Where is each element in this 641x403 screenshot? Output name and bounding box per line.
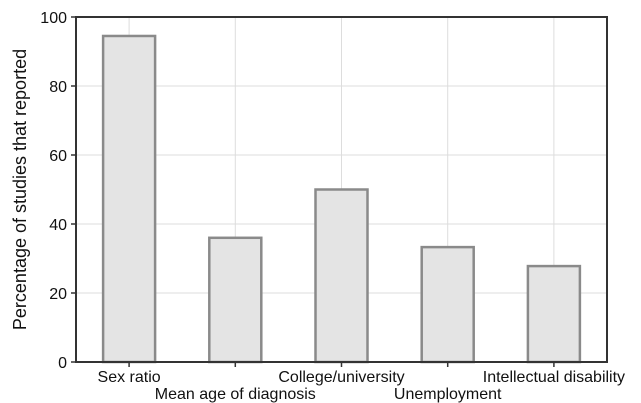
y-axis-ticks: 0 20 40 60 80 100 xyxy=(40,10,76,372)
y-tick-label: 80 xyxy=(49,79,67,96)
x-tick-label: Mean age of diagnosis xyxy=(155,386,316,403)
x-tick-label: Unemployment xyxy=(394,386,502,403)
y-tick-label: 0 xyxy=(58,355,67,372)
bar xyxy=(420,245,475,364)
y-tick-label: 20 xyxy=(49,286,67,303)
x-tick-label: Intellectual disability xyxy=(483,369,625,386)
y-axis-label: Percentage of studies that reported xyxy=(10,49,30,330)
bar xyxy=(208,236,263,364)
bar xyxy=(314,188,369,364)
x-tick-label: Sex ratio xyxy=(98,369,161,386)
bar xyxy=(526,264,582,364)
bars xyxy=(101,34,582,364)
x-tick-label: College/university xyxy=(278,369,404,386)
y-tick-label: 40 xyxy=(49,217,67,234)
bar xyxy=(101,34,157,364)
y-tick-label: 100 xyxy=(40,10,67,27)
y-tick-label: 60 xyxy=(49,148,67,165)
